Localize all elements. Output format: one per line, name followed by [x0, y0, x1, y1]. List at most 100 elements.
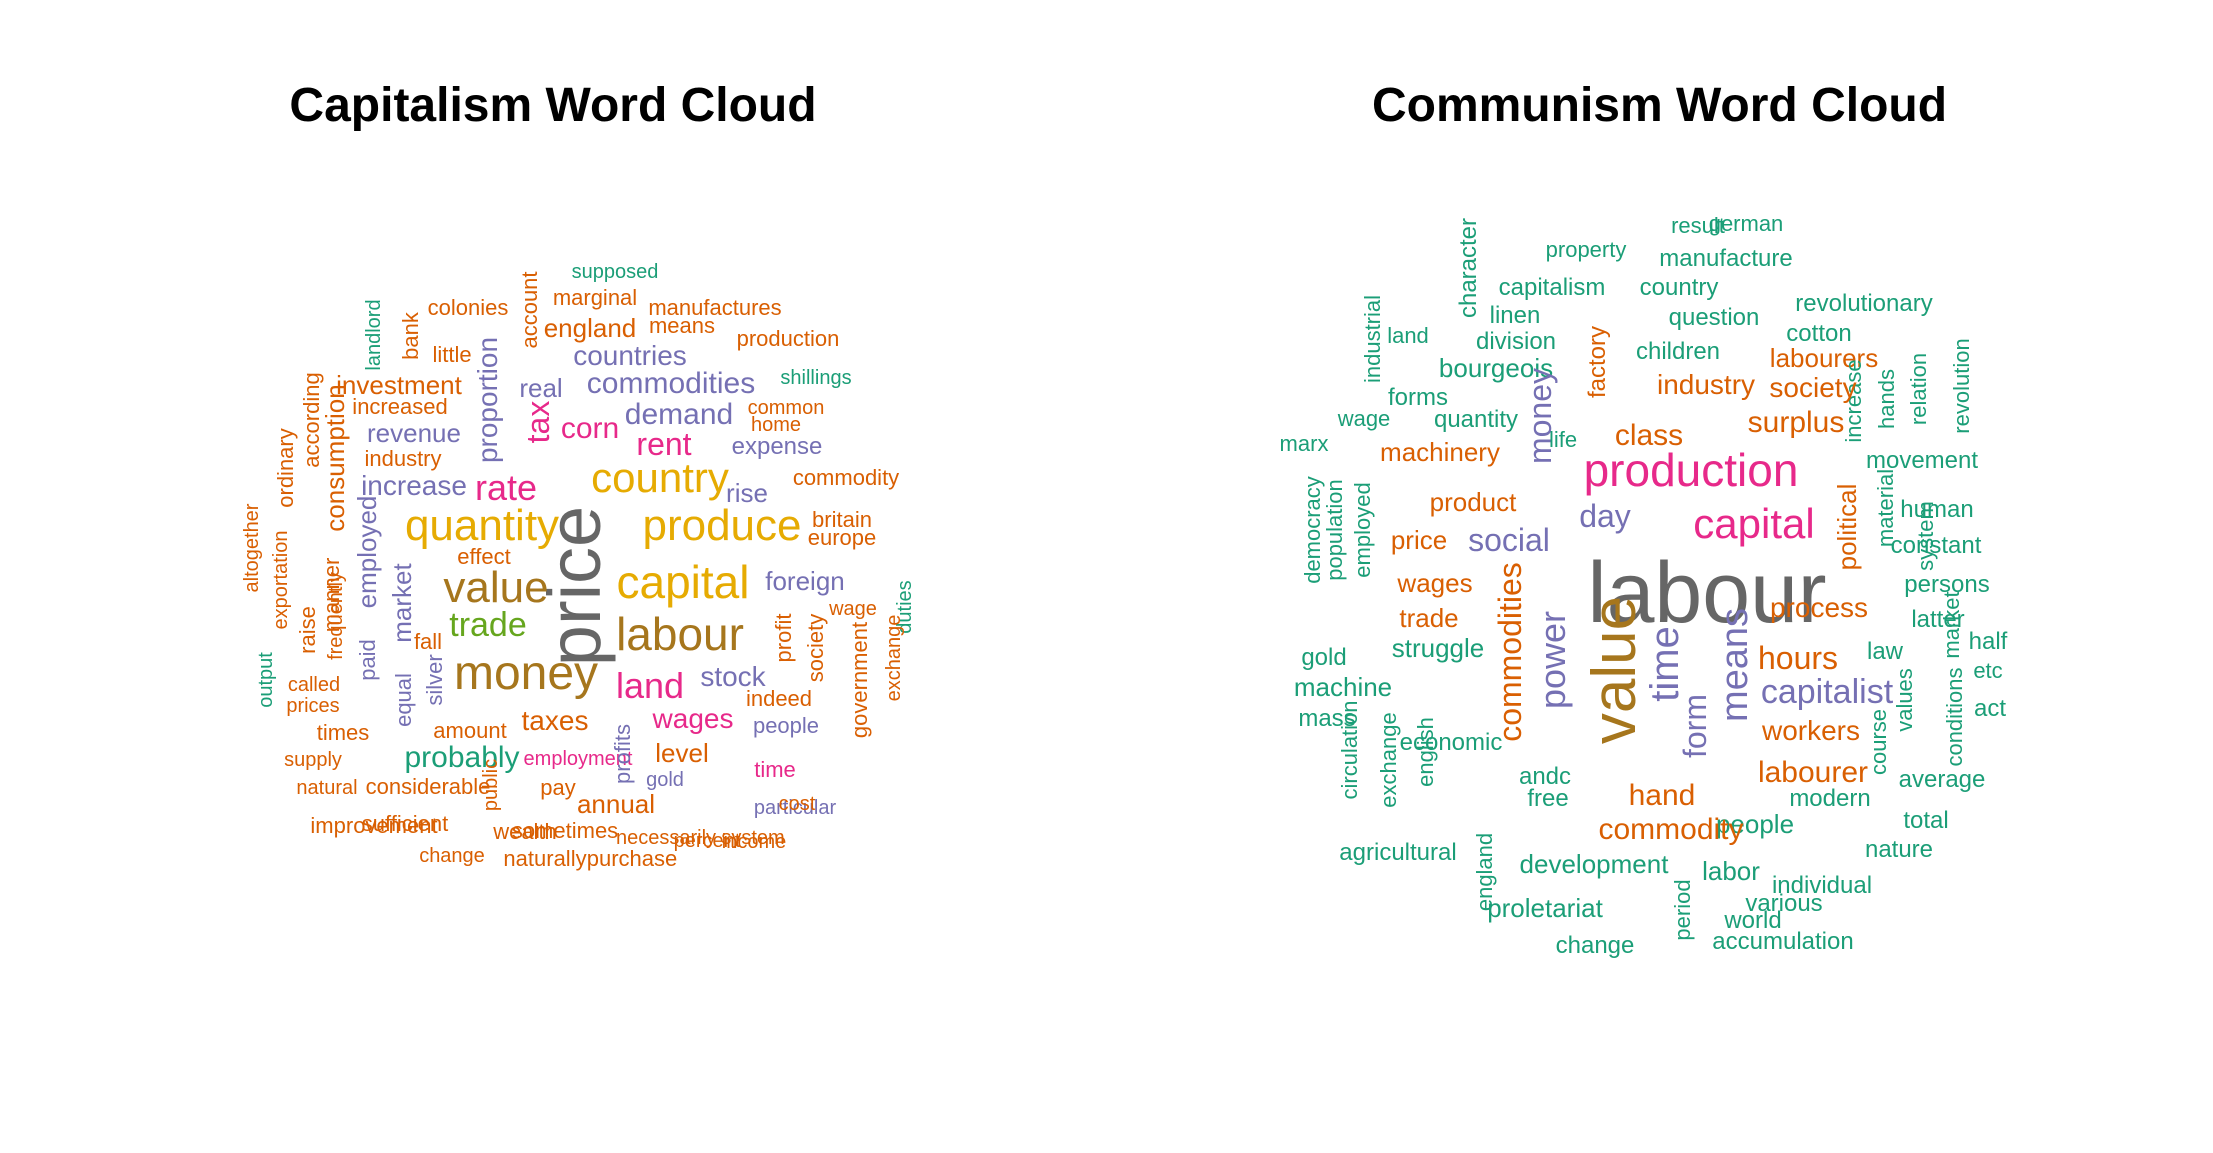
word-society: society	[1769, 372, 1857, 403]
word-necessarily: necessarily	[615, 827, 717, 849]
word-percent: percent	[673, 830, 741, 852]
word-relation: relation	[1906, 352, 1931, 426]
word-trade: trade	[449, 606, 527, 644]
word-pay: pay	[540, 775, 576, 800]
word-marginal: marginal	[552, 285, 638, 310]
word-system: system	[721, 827, 785, 849]
word-wage: wage	[1337, 406, 1391, 431]
word-price: price	[533, 505, 616, 667]
word-supposed: supposed	[571, 261, 659, 283]
word-character: character	[1455, 217, 1482, 319]
word-children: children	[1635, 338, 1721, 365]
word-wages: wages	[1397, 568, 1473, 598]
word-britain: britain	[812, 507, 872, 532]
word-silver: silver	[422, 654, 447, 706]
word-manufactures: manufactures	[648, 295, 782, 320]
word-latter: latter	[1911, 606, 1965, 633]
word-product: product	[1429, 487, 1517, 517]
word-life: life	[1548, 427, 1578, 452]
word-exportation: exportation	[270, 530, 292, 630]
word-capital: capital	[1693, 500, 1815, 547]
word-exchange: exchange	[1376, 712, 1401, 808]
word-population: population	[1322, 479, 1347, 581]
word-quantity: quantity	[404, 501, 560, 550]
word-production: production	[1583, 444, 1799, 496]
word-agricultural: agricultural	[1339, 839, 1457, 866]
word-total: total	[1903, 807, 1949, 834]
word-revenue: revenue	[367, 418, 461, 448]
word-various: various	[1745, 890, 1823, 917]
word-hand: hand	[1628, 779, 1696, 812]
word-bank: bank	[398, 312, 423, 360]
word-corn: corn	[560, 412, 620, 445]
capitalism-panel: Capitalism Word Cloud supposed colonies ma…	[0, 0, 1106, 1153]
word-capitalism: capitalism	[1498, 274, 1606, 301]
word-commodity: commodity	[792, 465, 900, 490]
word-constant: constant	[1890, 532, 1982, 559]
word-rate: rate	[474, 467, 538, 508]
word-commodity: commodity	[1598, 813, 1744, 846]
word-consumption: consumption	[320, 384, 350, 532]
word-result: result	[1671, 213, 1725, 238]
word-property: property	[1545, 237, 1627, 262]
word-value: value	[1580, 595, 1649, 745]
word-employed: employed	[1350, 482, 1375, 578]
word-hands: hands	[1874, 369, 1899, 429]
word-society: society	[803, 613, 828, 683]
word-purchase: purchase	[586, 846, 678, 871]
word-market: market	[387, 563, 417, 643]
word-german: german	[1708, 211, 1784, 236]
word-equal: equal	[391, 673, 416, 727]
word-gold: gold	[646, 769, 684, 791]
word-stock: stock	[700, 661, 766, 692]
word-trade: trade	[1399, 603, 1459, 633]
word-improvement: improvement	[310, 813, 438, 838]
word-proportion: proportion	[472, 336, 503, 464]
word-andc: andc	[1518, 763, 1572, 790]
word-land: land	[1387, 323, 1429, 348]
word-price: price	[1390, 525, 1448, 555]
word-industry: industry	[364, 446, 442, 471]
word-question: question	[1668, 304, 1760, 331]
word-people: people	[752, 713, 820, 738]
word-capitalist: capitalist	[1760, 673, 1894, 711]
word-means: means	[648, 313, 716, 338]
word-form: form	[1677, 694, 1713, 758]
word-nature: nature	[1864, 836, 1934, 863]
word-country: country	[591, 454, 729, 501]
word-circulation: circulation	[1337, 700, 1362, 800]
word-natural: natural	[296, 777, 358, 799]
word-revolution: revolution	[1949, 338, 1974, 434]
word-accumulation: accumulation	[1712, 928, 1854, 955]
word-foreign: foreign	[765, 566, 845, 596]
word-production: production	[736, 326, 840, 351]
word-commodities: commodities	[586, 367, 756, 400]
word-amount: amount	[433, 718, 507, 743]
word-revolutionary: revolutionary	[1795, 290, 1933, 317]
word-movement: movement	[1865, 447, 1979, 474]
word-indeed: indeed	[745, 686, 813, 711]
word-level: level	[655, 738, 709, 768]
word-gold: gold	[1301, 644, 1347, 671]
word-manufacture: manufacture	[1659, 245, 1793, 272]
word-power: power	[1532, 610, 1573, 710]
capitalism-word-cloud: supposed colonies marginal manufactures land…	[0, 0, 1106, 1153]
word-particular: particular	[753, 797, 837, 819]
word-home: home	[750, 414, 802, 436]
word-countries: countries	[573, 340, 687, 371]
word-proletariat: proletariat	[1487, 893, 1603, 923]
word-labourer: labourer	[1757, 756, 1869, 789]
word-commodities: commodities	[1492, 562, 1528, 742]
word-money: money	[453, 647, 599, 700]
word-change: change	[419, 845, 485, 867]
word-government: government	[847, 621, 872, 739]
word-free: free	[1527, 785, 1569, 812]
word-human: human	[1900, 496, 1974, 523]
word-linen: linen	[1489, 302, 1541, 329]
word-account: account	[517, 271, 542, 349]
word-factory: factory	[1584, 325, 1611, 399]
word-sufficient: sufficient	[361, 811, 449, 836]
word-increase: increase	[361, 470, 467, 501]
word-altogether: altogether	[241, 503, 263, 593]
word-sometimes: sometimes	[511, 818, 619, 843]
